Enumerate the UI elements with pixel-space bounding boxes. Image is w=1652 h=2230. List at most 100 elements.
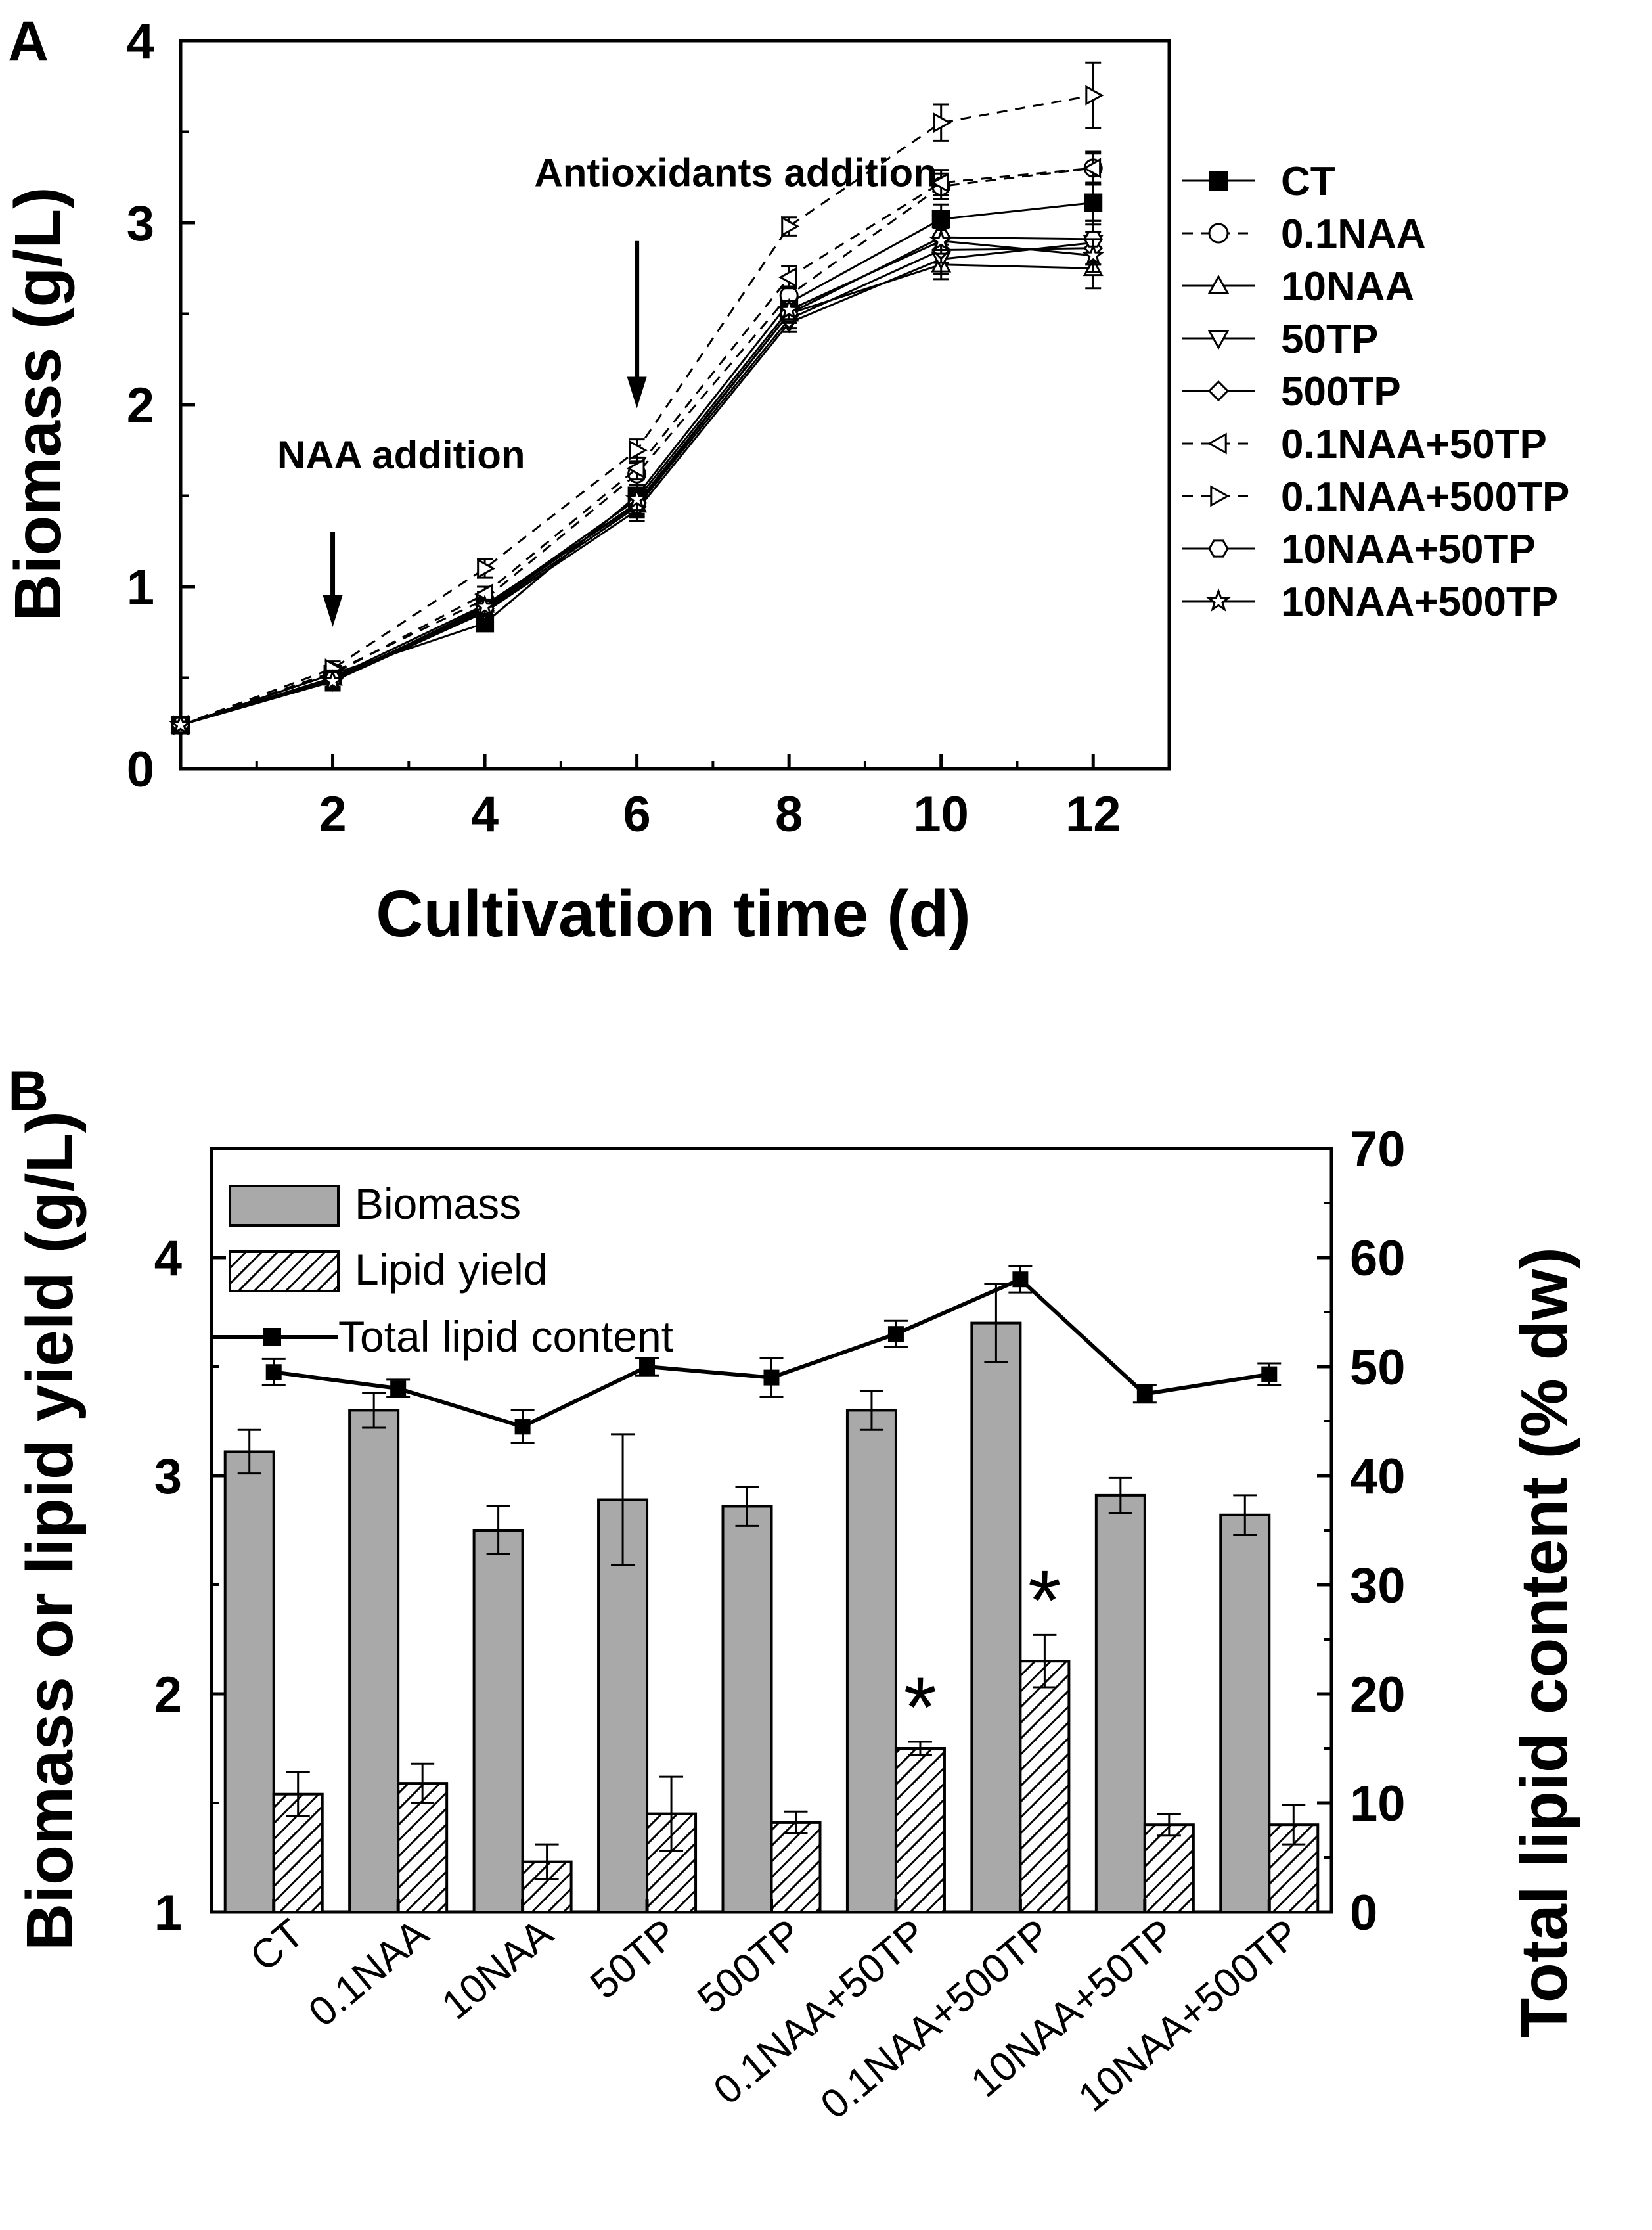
legend-label: 10NAA (1281, 264, 1414, 309)
legend-item-50tp: 50TP (1182, 317, 1378, 362)
panel-b-left-axis: 1 2 3 4 (154, 1231, 226, 1941)
bar-group-0p1naa-plus-500tp (970, 1283, 1071, 1913)
data-point-ct (1084, 193, 1103, 212)
series-10naa-plus-500tp (169, 227, 1105, 735)
legend-label: Total lipid content (338, 1312, 673, 1361)
annotation-arrow-head (323, 595, 343, 627)
y-tick-label: 4 (154, 1231, 182, 1286)
panel-b-bars (223, 1283, 1320, 1914)
annotation-arrow-head (627, 376, 647, 409)
legend-label: 0.1NAA (1281, 212, 1426, 257)
y2-tick-label: 60 (1350, 1231, 1406, 1286)
legend-label: 10NAA+50TP (1281, 527, 1536, 572)
biomass-bar (472, 1529, 524, 1913)
data-point-0p1naa-plus-500tp (933, 112, 952, 133)
legend-marker (1210, 485, 1230, 507)
panel-a-plot-frame (179, 39, 1171, 771)
legend-label: 0.1NAA+500TP (1281, 474, 1569, 520)
bar-group-500tp (721, 1486, 822, 1913)
y-tick-label: 1 (154, 1885, 182, 1941)
category-label: CT (242, 1911, 313, 1980)
bar-group-10naa-plus-500tp (1219, 1494, 1320, 1913)
bar-group-10naa (472, 1505, 573, 1913)
panel-a-x-axis-title: Cultivation time (d) (376, 877, 971, 951)
bar-group-ct (223, 1428, 324, 1913)
x-tick-label: 6 (623, 786, 650, 842)
biomass-bar (1219, 1513, 1271, 1913)
lipid-yield-bar (894, 1747, 946, 1913)
category-label: 0.1NAA+50TP (705, 1911, 935, 2114)
x-tick-label: 10 (913, 786, 969, 842)
x-tick-label: 12 (1065, 786, 1121, 842)
legend-marker (1209, 171, 1228, 191)
series-0p1naa-plus-500tp (173, 61, 1104, 736)
legend-marker (1208, 223, 1229, 244)
lipid-content-point (887, 1326, 904, 1342)
legend-item-lipid-yield: Lipid yield (229, 1245, 548, 1294)
legend-item-0p1naa-plus-50tp: 0.1NAA+50TP (1182, 422, 1547, 467)
data-point-10naa-plus-500tp (777, 298, 801, 321)
biomass-bar (721, 1505, 773, 1913)
legend-label: 0.1NAA+50TP (1281, 422, 1547, 467)
data-point-0p1naa-plus-50tp (626, 458, 645, 479)
lipid-content-point (265, 1364, 282, 1380)
panel-a-annotations: NAA addition Antioxidants addition (277, 151, 937, 627)
legend-marker (1207, 432, 1227, 455)
significance-star: * (904, 1659, 937, 1755)
y-tick-label: 3 (127, 196, 154, 252)
panel-b-left-axis-title: Biomass or lipid yield (g/L) (13, 1111, 87, 1951)
bar-group-50tp (597, 1433, 698, 1914)
biomass-bar (348, 1409, 400, 1913)
lipid-content-point (1261, 1366, 1278, 1382)
legend-marker (1208, 539, 1229, 558)
panel-b-right-axis-title: Total lipid content (% dw) (1507, 1247, 1581, 2038)
y-tick-label: 2 (154, 1667, 182, 1723)
legend-marker (1206, 588, 1231, 612)
y2-tick-label: 70 (1350, 1122, 1406, 1177)
panel-b-significance-marks: ** (904, 1552, 1061, 1755)
bar-group-0p1naa-plus-50tp (845, 1390, 946, 1913)
category-label: 10NAA (434, 1910, 562, 2028)
legend-item-10naa-plus-50tp: 10NAA+50TP (1182, 527, 1536, 572)
biomass-bar (970, 1321, 1022, 1913)
y-tick-label: 3 (154, 1449, 182, 1505)
legend-marker (1207, 380, 1230, 402)
x-tick-label: 2 (319, 786, 346, 842)
category-label: 50TP (582, 1911, 686, 2008)
lipid-yield-bar (1143, 1823, 1195, 1913)
category-label: 10NAA+500TP (1070, 1911, 1308, 2121)
lipid-yield-bar (397, 1782, 449, 1914)
legend-item-ct: CT (1182, 159, 1335, 204)
x-tick-label: 4 (471, 786, 499, 842)
legend-item-0p1naa: 0.1NAA (1182, 212, 1426, 257)
legend-item-biomass: Biomass (229, 1179, 521, 1228)
lipid-content-point (1012, 1271, 1029, 1288)
bar-group-10naa-plus-50tp (1094, 1476, 1195, 1913)
significance-star: * (1028, 1552, 1061, 1648)
legend-item-total-lipid-content: Total lipid content (210, 1312, 673, 1361)
legend-marker (1207, 274, 1230, 294)
panel-a-x-axis: 2 4 6 8 10 12 (255, 754, 1121, 842)
data-point-10naa-plus-500tp (473, 594, 497, 617)
data-point-0p1naa-plus-500tp (629, 440, 648, 461)
x-tick-label: 8 (775, 786, 803, 842)
data-point-10naa-plus-500tp (929, 228, 953, 251)
data-point-0p1naa-plus-50tp (778, 267, 797, 288)
data-point-10naa-plus-500tp (321, 669, 345, 692)
annotation-label: NAA addition (277, 433, 525, 477)
y2-tick-label: 40 (1350, 1449, 1406, 1505)
data-point-0p1naa-plus-500tp (781, 216, 800, 237)
legend-label: 10NAA+500TP (1281, 580, 1558, 625)
lipid-content-point (390, 1380, 407, 1397)
y-tick-label: 2 (127, 378, 154, 434)
biomass-bar (223, 1450, 275, 1913)
y2-tick-label: 10 (1350, 1776, 1406, 1832)
data-point-10naa-plus-500tp (169, 712, 192, 735)
y2-tick-label: 50 (1350, 1340, 1406, 1396)
y2-tick-label: 0 (1350, 1885, 1377, 1941)
y2-tick-label: 20 (1350, 1667, 1406, 1723)
panel-a-letter: A (8, 10, 49, 73)
biomass-bar (597, 1498, 649, 1913)
lipid-yield-bar (1019, 1660, 1071, 1913)
